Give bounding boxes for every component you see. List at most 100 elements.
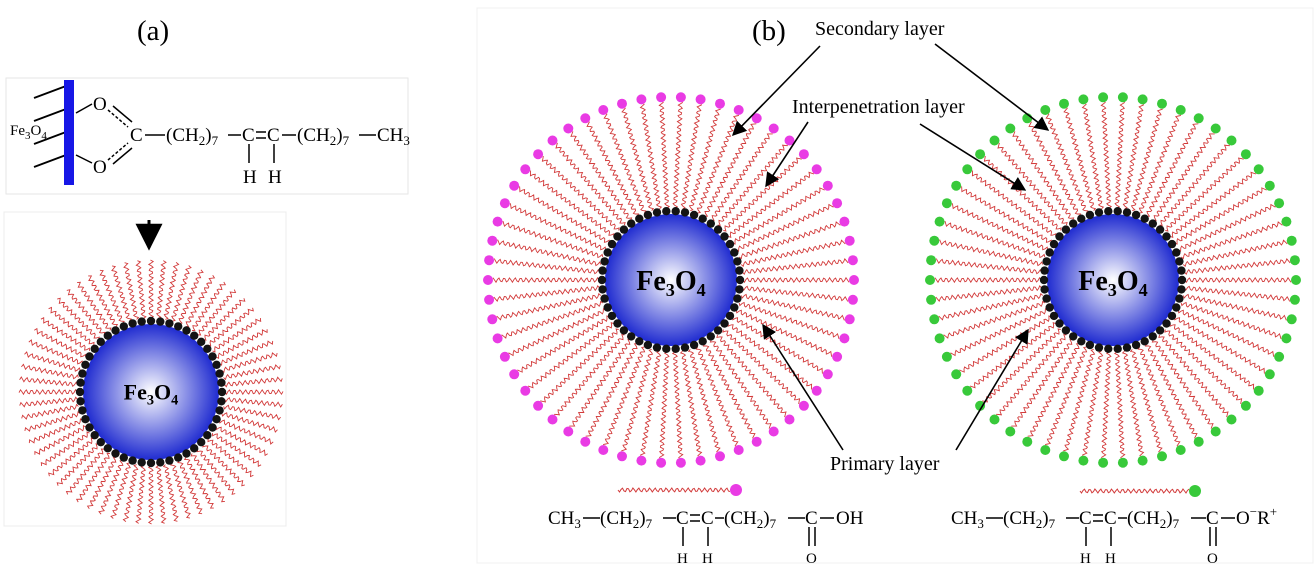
surfactant-chain xyxy=(218,419,274,445)
primary-layer-label: Primary layer xyxy=(830,453,940,475)
surfactant-chain xyxy=(716,334,787,418)
outer-head-group xyxy=(547,414,558,425)
primary-head-group xyxy=(671,344,680,353)
surfactant-chain xyxy=(1180,221,1283,260)
surfactant-chain xyxy=(75,453,110,503)
primary-head-group xyxy=(146,316,156,326)
surfactant-chain xyxy=(1144,343,1198,439)
surfactant-chain xyxy=(1100,351,1112,458)
outer-head-group xyxy=(941,198,952,209)
outer-head-group xyxy=(1240,149,1251,160)
surfactant-chain xyxy=(203,298,246,341)
oxygen-top: O xyxy=(93,94,107,115)
surfactant-chain xyxy=(501,300,604,339)
primary-head-group xyxy=(598,266,607,275)
magnetite-core xyxy=(83,324,219,460)
outer-head-group xyxy=(962,385,973,396)
surfactant-chain xyxy=(944,220,1046,259)
primary-head-group xyxy=(165,319,174,328)
alkene-carbon-1: C xyxy=(242,125,255,146)
surfactant-chain xyxy=(19,376,78,388)
primary-head-group xyxy=(607,239,617,249)
surfactant-chain xyxy=(223,404,281,421)
primary-head-group xyxy=(689,340,699,350)
magnetite-core xyxy=(605,214,737,346)
surfactant-chain xyxy=(1177,309,1275,357)
primary-head-group xyxy=(1094,343,1104,352)
outer-head-group xyxy=(1281,216,1292,227)
surfactant-chain xyxy=(1184,258,1291,276)
outer-head-group xyxy=(656,92,667,103)
outer-head-group xyxy=(962,164,973,175)
primary-head-group xyxy=(725,311,735,321)
svg-text:(CH2)7: (CH2)7 xyxy=(600,508,653,531)
outer-head-group xyxy=(733,445,744,455)
surfactant-chain xyxy=(86,456,117,509)
structure-box xyxy=(5,77,409,195)
svg-text:CH3: CH3 xyxy=(951,508,984,531)
surfactant-chain xyxy=(717,144,788,226)
primary-head-group xyxy=(1077,214,1086,223)
outer-head-group xyxy=(811,164,822,175)
surfactant-chain xyxy=(1114,102,1126,209)
surfactant-chain xyxy=(996,334,1067,416)
outer-head-group xyxy=(925,275,935,285)
outer-head-group xyxy=(929,235,940,246)
primary-head-group xyxy=(735,275,745,285)
primary-head-group xyxy=(1162,319,1171,328)
primary-head-group xyxy=(90,431,99,440)
primary-head-group xyxy=(156,317,165,326)
primary-head-group xyxy=(627,219,636,228)
primary-head-group xyxy=(619,326,629,335)
outer-head-group xyxy=(1175,105,1186,115)
primary-head-group xyxy=(1042,257,1051,266)
surfactant-chain xyxy=(1012,131,1075,221)
primary-head-group xyxy=(137,317,146,326)
outer-head-group xyxy=(849,275,859,285)
outer-head-group xyxy=(1274,351,1285,362)
surfactant-chain xyxy=(1182,293,1287,321)
outer-head-group xyxy=(580,436,591,447)
primary-head-group xyxy=(1140,337,1149,346)
surfactant-chain xyxy=(570,131,633,221)
surfactant-chain xyxy=(1063,107,1097,211)
primary-head-group xyxy=(1131,340,1141,350)
secondary-arrow-left xyxy=(731,45,821,137)
surfactant-chain xyxy=(224,388,284,396)
surfactant-chain xyxy=(585,343,638,437)
surfactant-chain xyxy=(1027,343,1080,437)
primary-head-group xyxy=(1061,225,1071,234)
surfactant-chain xyxy=(1180,301,1282,340)
surfactant-chain xyxy=(658,351,670,458)
surfactant-chain xyxy=(21,403,79,420)
surfactant-chain xyxy=(680,104,703,210)
surfactant-chain xyxy=(982,328,1061,403)
primary-head-group xyxy=(1045,248,1054,257)
surfactant-chain xyxy=(496,292,602,321)
outer-head-group xyxy=(487,235,498,246)
surfactant-chain xyxy=(555,142,626,226)
outer-head-group xyxy=(733,105,744,115)
outer-head-group xyxy=(1040,105,1051,115)
surfactant-chain xyxy=(208,307,254,347)
outer-head-group xyxy=(509,369,520,380)
outer-head-group xyxy=(1098,457,1109,468)
outer-head-group xyxy=(1281,333,1292,344)
surfactant-chain xyxy=(216,329,268,360)
primary-head-group xyxy=(706,332,715,341)
panel-b-frame xyxy=(476,7,1314,564)
outer-head-group xyxy=(1210,426,1221,437)
primary-head-group xyxy=(598,285,607,294)
outer-head-group xyxy=(934,216,945,227)
primary-head-group xyxy=(1122,208,1132,217)
interpenetration-arrow-left xyxy=(765,121,809,188)
primary-head-group xyxy=(217,378,226,387)
outer-head-group xyxy=(832,198,843,209)
surfactant-chain xyxy=(171,265,192,322)
outer-head-group xyxy=(499,198,510,209)
primary-head-group xyxy=(1040,266,1049,275)
core-label: Fe3O4 xyxy=(124,380,179,409)
surfactant-chain xyxy=(950,308,1048,357)
surfactant-chain xyxy=(169,462,191,519)
svg-text:(CH2)7: (CH2)7 xyxy=(1127,508,1180,531)
